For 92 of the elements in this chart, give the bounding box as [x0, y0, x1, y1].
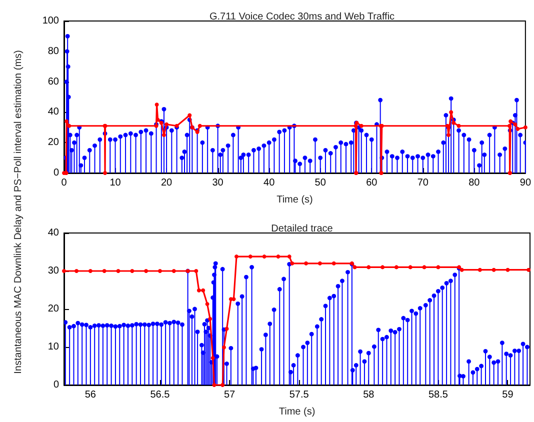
point — [74, 269, 79, 273]
point — [62, 269, 66, 273]
point — [478, 268, 482, 272]
point — [460, 268, 464, 272]
y-tick-label: 100 — [42, 16, 60, 26]
y-tick-label: 80 — [48, 46, 60, 57]
x-tick-label: 56.5 — [150, 390, 170, 400]
chart-title: Detailed trace — [271, 224, 334, 234]
y-tick-label: 30 — [48, 266, 60, 276]
x-tick-label: 40 — [264, 178, 276, 188]
y-tick-label: 40 — [48, 228, 60, 238]
x-axis-title: Time (s) — [278, 406, 316, 418]
point — [144, 269, 148, 273]
point — [224, 326, 229, 331]
x-tick-label: 90 — [520, 178, 532, 188]
point — [523, 125, 528, 130]
x-axis-title: Time (s) — [276, 194, 313, 206]
point — [88, 269, 92, 273]
point — [162, 133, 166, 137]
point — [516, 126, 520, 131]
point — [513, 122, 518, 126]
point — [290, 261, 294, 266]
point — [287, 254, 292, 259]
point — [158, 269, 162, 273]
point — [67, 124, 72, 128]
point — [64, 119, 69, 124]
x-tick-label: 0 — [61, 178, 68, 188]
point — [262, 254, 266, 259]
point — [422, 265, 426, 270]
point — [276, 254, 280, 259]
point — [172, 269, 176, 273]
point — [352, 265, 357, 270]
point — [220, 383, 225, 387]
y-tick-label: 20 — [48, 304, 60, 314]
x-tick-label: 50 — [314, 178, 326, 188]
x-tick-label: 58 — [363, 390, 375, 400]
point — [332, 261, 336, 266]
y-tick-label: 20 — [48, 137, 60, 148]
point — [205, 302, 210, 306]
x-tick-label: 58.5 — [428, 390, 448, 400]
y-tick-label: 0 — [53, 380, 60, 390]
point — [248, 254, 252, 259]
point — [164, 122, 169, 126]
point — [359, 124, 364, 128]
point — [232, 297, 236, 302]
point — [446, 133, 451, 137]
point — [234, 254, 238, 259]
x-tick-label: 56 — [84, 390, 96, 400]
point — [456, 124, 461, 128]
x-tick-label: 70 — [417, 178, 429, 188]
point — [449, 110, 454, 114]
point — [208, 316, 212, 321]
y-tick-label: 40 — [48, 106, 60, 118]
chart-title: G.711 Voice Codec 30ms and Web Traffic — [209, 12, 395, 22]
x-tick-label: 80 — [468, 178, 480, 188]
point — [452, 120, 456, 125]
x-tick-label: 59 — [502, 390, 514, 400]
point — [408, 265, 412, 270]
x-tick-label: 10 — [110, 178, 122, 188]
x-tick-label: 30 — [212, 178, 224, 188]
point — [506, 268, 510, 272]
y-axis-title: Instantaneous MAC Downlink Delay and PS−Poll interval estimation (ms) — [12, 49, 25, 376]
point — [198, 124, 202, 128]
point — [154, 102, 159, 107]
x-tick-label: 20 — [160, 178, 173, 188]
point — [103, 171, 108, 175]
point — [492, 268, 496, 272]
point — [196, 288, 201, 292]
point — [304, 261, 308, 266]
x-tick-label: 60 — [366, 178, 378, 188]
point — [526, 268, 531, 272]
point — [366, 265, 371, 270]
x-tick-label: 57 — [224, 390, 236, 400]
point — [222, 345, 226, 350]
x-tick-label: 57.5 — [289, 390, 310, 400]
point — [380, 265, 385, 270]
y-tick-label: 10 — [48, 342, 60, 352]
point — [212, 383, 216, 387]
point — [188, 113, 192, 118]
point — [201, 288, 206, 292]
point — [210, 356, 215, 360]
point — [194, 269, 198, 273]
point — [116, 269, 120, 273]
point — [318, 261, 322, 266]
point — [394, 265, 398, 270]
point — [102, 269, 106, 273]
y-tick-label: 0 — [53, 168, 60, 178]
point — [156, 118, 160, 122]
point — [130, 269, 134, 273]
y-tick-label: 60 — [48, 76, 60, 88]
point — [508, 124, 512, 128]
point — [436, 265, 440, 270]
